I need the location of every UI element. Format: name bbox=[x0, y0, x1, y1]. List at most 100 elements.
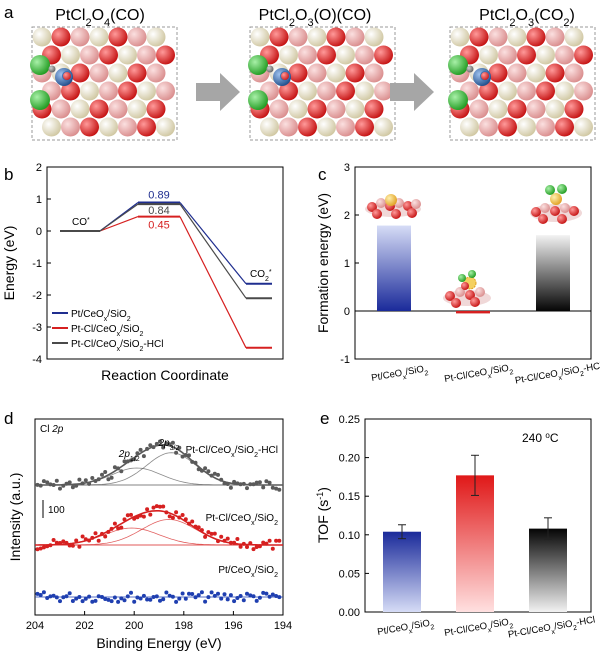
panel-d-letter: d bbox=[4, 409, 13, 428]
data-point bbox=[222, 481, 227, 486]
data-point bbox=[106, 597, 111, 602]
annotation-co2: CO2* bbox=[250, 268, 272, 282]
panel-d-ylabel: Intensity (a.u.) bbox=[7, 473, 23, 562]
legend-label-3: Pt-Cl/CeOx/SiO2-HCl bbox=[71, 339, 163, 353]
data-point bbox=[164, 510, 169, 515]
data-point bbox=[174, 510, 179, 515]
data-point bbox=[177, 596, 182, 601]
data-point bbox=[132, 457, 137, 462]
data-point bbox=[190, 519, 195, 524]
fit-component-1 bbox=[35, 527, 283, 546]
structure-title-3: PtCl2O3(CO2) bbox=[479, 7, 575, 29]
panel-e-temperature-label: 240 oC bbox=[522, 431, 559, 446]
ytick-label: -4 bbox=[32, 354, 42, 366]
data-point bbox=[112, 521, 117, 526]
data-point bbox=[277, 595, 282, 600]
data-point bbox=[212, 471, 217, 476]
data-point bbox=[177, 445, 182, 450]
panel-b-xlabel: Reaction Coordinate bbox=[101, 367, 229, 383]
data-point bbox=[274, 486, 279, 491]
panel-e-xticklabels: Pt/CeOx/SiO2 Pt-Cl/CeOx/SiO2Pt-Cl/CeOx/Si… bbox=[377, 614, 596, 643]
data-point bbox=[232, 479, 237, 484]
data-point bbox=[103, 534, 108, 539]
xtick-label: 194 bbox=[274, 620, 292, 632]
data-point bbox=[58, 541, 62, 545]
panel-d-xticks: 204 202 200 198 196 194 bbox=[26, 611, 292, 632]
reaction-arrow-1 bbox=[196, 73, 240, 111]
data-point bbox=[277, 538, 282, 543]
data-point bbox=[206, 595, 211, 600]
data-point bbox=[77, 595, 82, 599]
data-point bbox=[51, 483, 56, 487]
data-point bbox=[196, 593, 201, 598]
data-point bbox=[241, 541, 246, 546]
data-point bbox=[267, 480, 272, 485]
xtick-label-1: Pt/CeOx/SiO2 bbox=[377, 617, 436, 640]
data-point bbox=[122, 517, 127, 522]
ytick-label: 0.15 bbox=[339, 491, 360, 503]
data-point bbox=[67, 480, 72, 485]
legend-label-1: Pt/CeOx/SiO2 bbox=[71, 309, 131, 323]
scale-bar-label: 100 bbox=[48, 505, 65, 516]
data-point bbox=[109, 475, 114, 480]
data-point bbox=[190, 459, 195, 464]
series-1: 0.89 bbox=[60, 190, 272, 285]
data-point bbox=[83, 478, 88, 483]
data-point bbox=[274, 594, 279, 598]
ytick-label: 1 bbox=[36, 194, 42, 206]
data-point bbox=[64, 540, 69, 545]
data-point bbox=[77, 544, 82, 549]
data-point bbox=[251, 547, 256, 552]
data-point bbox=[203, 599, 208, 604]
data-point bbox=[141, 514, 146, 519]
data-point bbox=[248, 541, 253, 546]
data-point bbox=[216, 472, 220, 477]
cluster-inset-1 bbox=[365, 194, 421, 219]
data-point bbox=[203, 466, 208, 471]
data-point bbox=[45, 544, 50, 549]
ytick-label: 2 bbox=[344, 210, 350, 222]
data-point bbox=[164, 441, 169, 446]
xtick-label-2: Pt-Cl/CeOx/SiO2 bbox=[444, 616, 515, 641]
data-point bbox=[35, 591, 40, 596]
data-point bbox=[219, 477, 224, 482]
spectrum-label-1: Pt-Cl/CeOx/SiO2-HCl bbox=[186, 445, 278, 459]
structure-title-1: PtCl2O4(CO) bbox=[55, 7, 145, 29]
data-point bbox=[100, 595, 104, 599]
data-point bbox=[61, 595, 66, 600]
reaction-arrow-2 bbox=[390, 73, 434, 111]
data-point bbox=[235, 537, 240, 541]
data-point bbox=[183, 453, 188, 457]
data-point bbox=[241, 481, 246, 486]
data-point bbox=[161, 597, 166, 602]
data-point bbox=[106, 529, 111, 534]
data-point bbox=[254, 545, 259, 549]
data-point bbox=[199, 590, 204, 595]
data-point bbox=[254, 480, 259, 485]
data-point bbox=[119, 469, 124, 474]
data-point bbox=[116, 599, 121, 604]
data-point bbox=[187, 453, 191, 458]
data-point bbox=[261, 590, 266, 595]
data-point bbox=[158, 504, 162, 509]
data-point bbox=[119, 596, 124, 601]
fit-envelope bbox=[35, 510, 283, 546]
slab-model-2 bbox=[248, 26, 396, 141]
data-point bbox=[238, 482, 243, 487]
panel-b-yticks: 2 1 0 -1 -2 -3 -4 bbox=[32, 162, 51, 366]
data-point bbox=[161, 445, 166, 450]
data-point bbox=[261, 485, 266, 490]
data-point bbox=[183, 517, 188, 522]
panel-d-corner-label: Cl 2p bbox=[40, 424, 64, 435]
data-point bbox=[219, 596, 224, 601]
data-point bbox=[158, 598, 162, 603]
data-point bbox=[154, 504, 159, 509]
xtick-label-3: Pt-Cl/CeOx/SiO2-HCl bbox=[507, 614, 596, 643]
data-point bbox=[96, 594, 101, 599]
data-point bbox=[251, 594, 256, 599]
data-point bbox=[183, 596, 188, 601]
data-point bbox=[222, 538, 227, 543]
scale-bar: 100 bbox=[42, 500, 65, 518]
tof-bar-3 bbox=[529, 528, 567, 612]
xtick-label-3: Pt-Cl/CeOx/SiO2-HCl bbox=[514, 360, 600, 389]
